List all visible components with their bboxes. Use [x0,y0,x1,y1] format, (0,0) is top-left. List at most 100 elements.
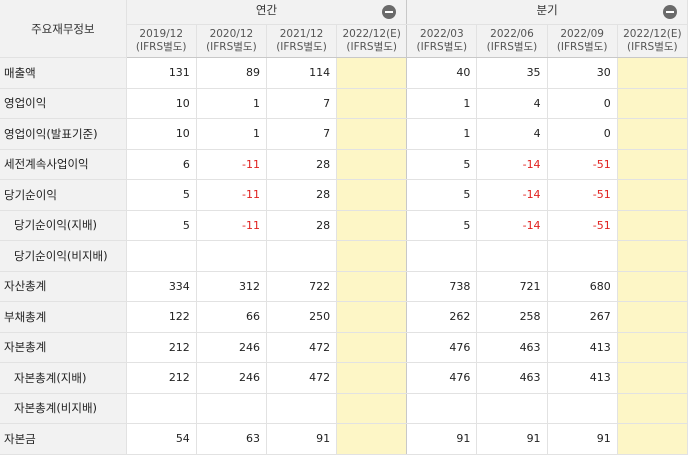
period-basis: (IFRS별도) [346,41,397,53]
annual-value-cell: 63 [196,423,267,455]
table-row: 자산총계 334 312 722 738 721 680 [0,271,688,302]
quarter-value-cell: 40 [406,57,478,89]
quarter-value-cell [406,240,478,272]
annual-value-cell: 212 [126,362,197,394]
quarter-value-cell: 476 [406,362,478,394]
annual-period-header: 2019/12 (IFRS별도) [126,24,197,58]
annual-value-cell: 28 [266,179,338,211]
period-date: 2022/03 [420,28,464,40]
quarter-value-cell: 721 [476,271,548,302]
row-label: 당기순이익(지배) [0,210,127,241]
annual-value-cell: 7 [266,88,338,119]
row-label: 당기순이익(비지배) [0,240,127,272]
quarter-value-cell [617,240,688,272]
corner-label: 주요재무정보 [0,0,127,58]
quarter-value-cell: -51 [547,179,618,211]
table-row: 영업이익(발표기준) 10 1 7 1 4 0 [0,118,688,150]
row-label: 세전계속사업이익 [0,149,127,180]
annual-value-cell: 1 [196,118,267,150]
quarter-value-cell [476,240,548,272]
quarter-value-cell [617,332,688,363]
quarter-value-cell: 267 [547,301,618,333]
annual-value-cell: 7 [266,118,338,150]
annual-value-cell: 334 [126,271,197,302]
annual-value-cell: 114 [266,57,338,89]
table-row: 자본총계(지배) 212 246 472 476 463 413 [0,362,688,394]
annual-period-header: 2022/12(E) (IFRS별도) [336,24,408,58]
annual-value-cell: 54 [126,423,197,455]
quarter-value-cell: 0 [547,88,618,119]
period-basis: (IFRS별도) [627,41,678,53]
quarter-value-cell: -14 [476,149,548,180]
period-basis: (IFRS별도) [556,41,608,53]
annual-value-cell: 246 [196,362,267,394]
quarter-value-cell [617,301,688,333]
annual-value-cell: 122 [126,301,197,333]
row-label: 영업이익(발표기준) [0,118,127,150]
quarter-value-cell: 4 [476,118,548,150]
annual-value-cell: 5 [126,179,197,211]
annual-value-cell: 89 [196,57,267,89]
quarter-value-cell: 0 [547,118,618,150]
annual-value-cell: 5 [126,210,197,241]
quarter-value-cell: 738 [406,271,478,302]
quarter-value-cell [617,88,688,119]
quarter-period-header: 2022/12(E) (IFRS별도) [617,24,688,58]
table-header: 주요재무정보 연간 분기 2019/12 (IFRS별도) 2020/12 (IFRS… [0,0,688,58]
quarter-period-header: 2022/03 (IFRS별도) [406,24,478,58]
quarter-value-cell: 1 [406,118,478,150]
row-label: 자본총계(지배) [0,362,127,394]
quarter-value-cell: 5 [406,210,478,241]
annual-value-cell [266,240,338,272]
row-label: 자산총계 [0,271,127,302]
annual-label: 연간 [255,3,278,17]
annual-value-cell: 250 [266,301,338,333]
annual-value-cell: 28 [266,149,338,180]
table-row: 매출액 131 89 114 40 35 30 [0,57,688,89]
quarter-value-cell [617,393,688,424]
row-label: 자본총계(비지배) [0,393,127,424]
quarter-value-cell: 463 [476,332,548,363]
table-row: 당기순이익(비지배) [0,240,688,272]
period-date: 2022/06 [490,28,534,40]
annual-value-cell [336,179,408,211]
annual-value-cell [336,301,408,333]
quarter-collapse-icon[interactable] [663,5,677,19]
annual-value-cell: 131 [126,57,197,89]
annual-value-cell [336,240,408,272]
row-label: 자본금 [0,423,127,455]
quarter-value-cell [406,393,478,424]
quarter-value-cell: 680 [547,271,618,302]
quarter-value-cell [547,393,618,424]
quarter-value-cell [547,240,618,272]
period-date: 2020/12 [209,28,254,40]
period-basis: (IFRS별도) [135,41,187,53]
annual-value-cell: 722 [266,271,338,302]
quarter-value-cell [476,393,548,424]
annual-collapse-icon[interactable] [382,5,397,19]
annual-value-cell: 1 [196,88,267,119]
annual-value-cell: 6 [126,149,197,180]
period-date: 2021/12 [279,28,324,40]
period-date: 2022/12(E) [342,28,401,40]
annual-value-cell [336,118,408,150]
row-label: 부채총계 [0,301,127,333]
quarter-value-cell: 262 [406,301,478,333]
quarter-value-cell: -14 [476,179,548,211]
quarter-value-cell: 35 [476,57,548,89]
annual-value-cell [336,332,408,363]
table-row: 자본금 54 63 91 91 91 91 [0,423,688,455]
quarter-value-cell: -51 [547,149,618,180]
quarter-value-cell [617,57,688,89]
quarter-value-cell: 30 [547,57,618,89]
annual-group-header: 연간 [126,0,408,25]
annual-value-cell [336,271,408,302]
period-date: 2019/12 [139,28,184,40]
annual-period-header: 2021/12 (IFRS별도) [266,24,338,58]
quarter-label: 분기 [536,3,558,17]
annual-value-cell: 312 [196,271,267,302]
period-basis: (IFRS별도) [416,41,468,53]
quarter-value-cell: 463 [476,362,548,394]
annual-value-cell [196,240,267,272]
